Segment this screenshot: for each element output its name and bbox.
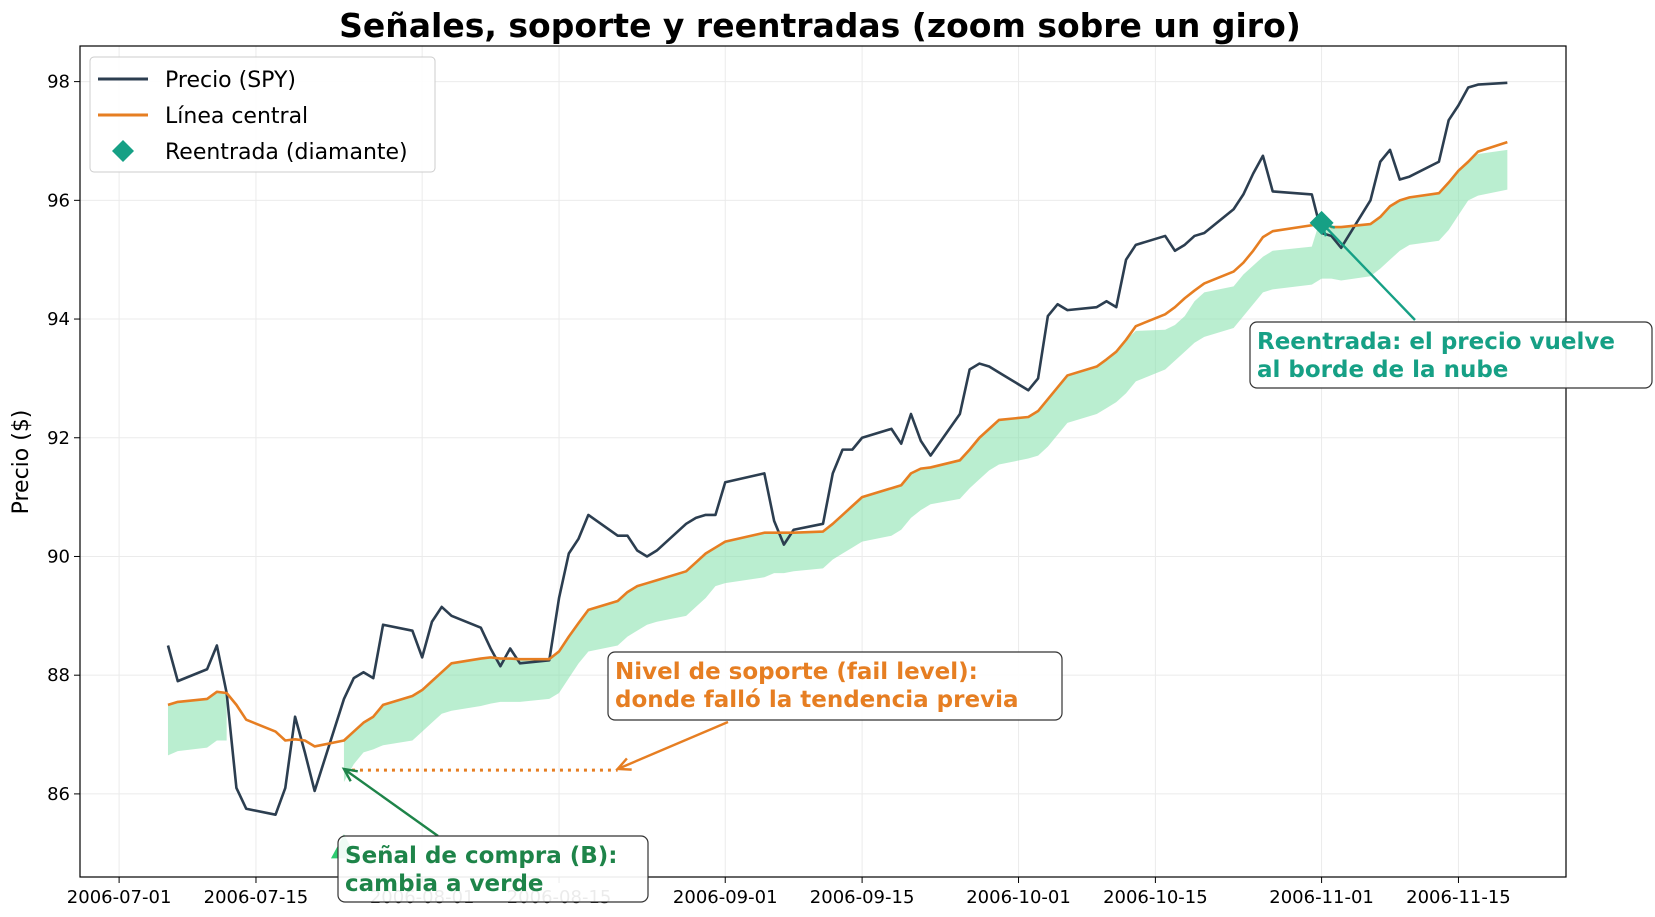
legend-label-center: Línea central bbox=[165, 104, 308, 129]
y-tick-label: 96 bbox=[47, 190, 70, 211]
annotation-arrowhead-reentry bbox=[1319, 220, 1336, 237]
y-tick-label: 94 bbox=[47, 309, 70, 330]
annotation-box-reentry bbox=[1249, 321, 1653, 389]
y-tick-label: 98 bbox=[47, 72, 70, 93]
y-tick-label: 92 bbox=[47, 428, 70, 449]
cloud-band bbox=[167, 691, 227, 756]
chart-title: Señales, soporte y reentradas (zoom sobr… bbox=[339, 6, 1301, 45]
annotation-box-support bbox=[607, 651, 1063, 721]
series-line-price bbox=[166, 81, 1508, 816]
annotation-text-reentry: Reentrada: el precio vuelve bbox=[1257, 329, 1615, 355]
annotation-text-buy: cambia a verde bbox=[345, 871, 544, 897]
annotation-arrow-reentry bbox=[1320, 222, 1416, 321]
plot-frame bbox=[79, 45, 1567, 878]
x-tick-label: 2006-09-15 bbox=[810, 887, 915, 908]
legend-label-reentry: Reentrada (diamante) bbox=[165, 140, 408, 165]
legend-swatch-reentry bbox=[112, 140, 134, 162]
y-axis-label: Precio ($) bbox=[9, 410, 34, 515]
y-tick-label: 88 bbox=[47, 665, 70, 686]
x-tick-label: 2006-11-01 bbox=[1269, 887, 1374, 908]
annotation-text-support: donde falló la tendencia previa bbox=[615, 687, 1018, 713]
axes: 86 88 90 92 94 96 98 2006-07-01 2006-07-15 2006-0… bbox=[47, 45, 1567, 908]
annotation-arrow-support bbox=[617, 720, 729, 771]
annotation-text-support: Nivel de soporte (fail level): bbox=[615, 659, 978, 685]
series-line-center bbox=[167, 140, 1508, 748]
legend-label-price: Precio (SPY) bbox=[165, 68, 296, 93]
x-tick-label: 2006-10-15 bbox=[1103, 887, 1208, 908]
annotation-arrowhead-support bbox=[615, 757, 632, 771]
x-tick-label: 2006-11-15 bbox=[1406, 887, 1511, 908]
annotation-box-buy bbox=[337, 835, 649, 903]
y-tick-label: 86 bbox=[47, 784, 70, 805]
annotation-text-buy: Señal de compra (B): bbox=[345, 843, 618, 869]
x-tick-label: 2006-07-01 bbox=[67, 887, 172, 908]
x-tick-label: 2006-07-15 bbox=[204, 887, 309, 908]
annotation-arrow-buy bbox=[343, 767, 439, 837]
x-tick-label: 2006-10-01 bbox=[966, 887, 1071, 908]
cloud bbox=[167, 149, 1508, 783]
y-tick-label: 90 bbox=[47, 546, 70, 567]
legend: Precio (SPY) Línea central Reentrada (diam… bbox=[89, 56, 436, 173]
legend-box bbox=[89, 56, 436, 173]
annotations: Nivel de soporte (fail level):donde fall… bbox=[337, 220, 1653, 903]
cloud-band bbox=[343, 149, 1508, 783]
annotation-text-reentry: al borde de la nube bbox=[1257, 357, 1508, 383]
series bbox=[166, 81, 1508, 816]
x-tick-label: 2006-09-01 bbox=[673, 887, 778, 908]
annotation-arrowhead-buy bbox=[341, 767, 358, 782]
